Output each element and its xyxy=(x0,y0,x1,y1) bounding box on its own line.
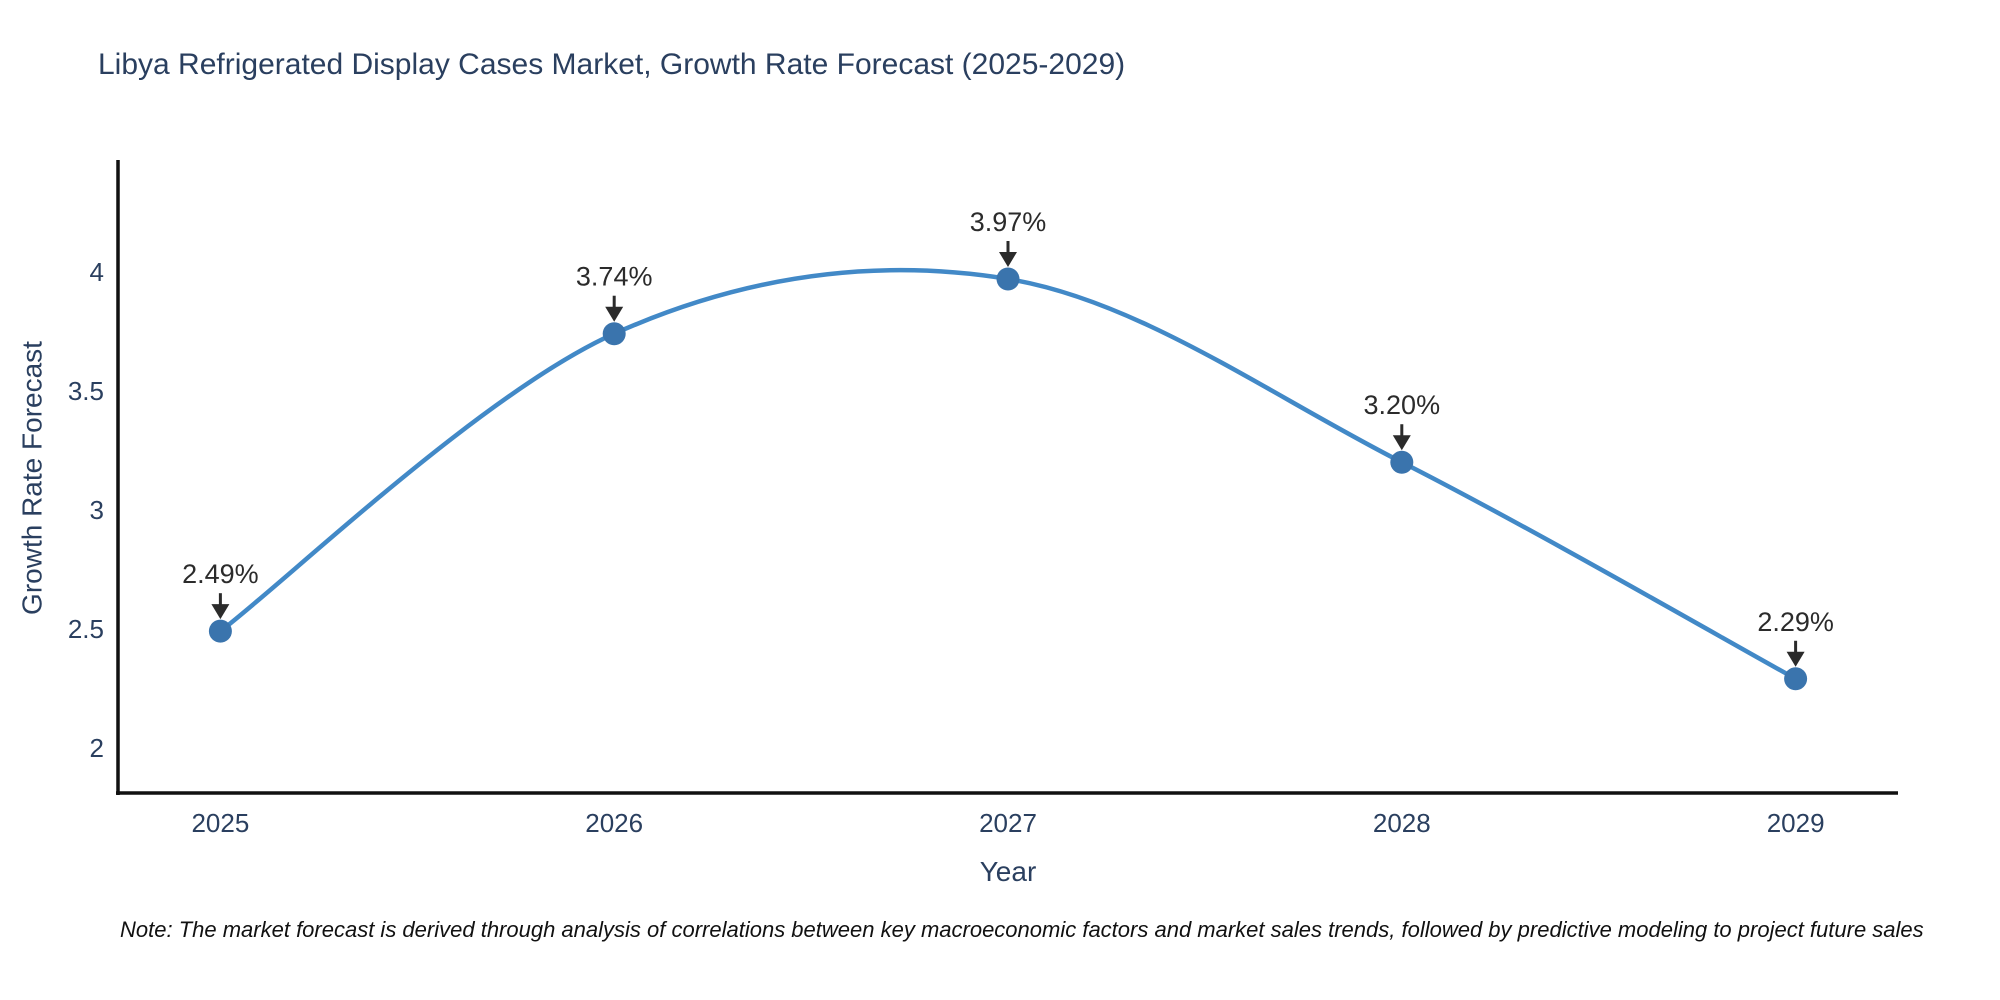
data-point-2026[interactable] xyxy=(602,322,626,346)
x-tick-label: 2025 xyxy=(191,808,249,838)
y-tick-label: 3 xyxy=(90,495,104,525)
data-point-2029[interactable] xyxy=(1784,667,1808,691)
annotation-arrow-head xyxy=(1786,651,1805,667)
annotation-label: 2.49% xyxy=(182,559,259,589)
x-tick-label: 2027 xyxy=(979,808,1037,838)
annotation-arrow-head xyxy=(1392,435,1411,451)
x-axis-label: Year xyxy=(979,856,1037,887)
annotation-label: 2.29% xyxy=(1757,607,1834,637)
forecast-line xyxy=(218,267,1798,682)
data-point-2025[interactable] xyxy=(208,619,232,643)
annotation-arrow-head xyxy=(605,306,624,322)
y-tick-label: 2.5 xyxy=(68,614,104,644)
chart-title: Libya Refrigerated Display Cases Market,… xyxy=(98,48,1126,81)
annotation-label: 3.97% xyxy=(970,207,1047,237)
x-tick-label: 2028 xyxy=(1373,808,1431,838)
x-tick-label: 2026 xyxy=(585,808,643,838)
footnote: Note: The market forecast is derived thr… xyxy=(120,917,1924,942)
data-point-2027[interactable] xyxy=(996,267,1020,291)
annotation-arrow-head xyxy=(999,251,1017,267)
y-tick-label: 4 xyxy=(90,257,104,287)
y-tick-label: 2 xyxy=(90,733,104,763)
annotation-label: 3.74% xyxy=(576,262,653,292)
annotation-label: 3.20% xyxy=(1364,390,1441,420)
x-tick-label: 2029 xyxy=(1767,808,1825,838)
annotation-arrow-head xyxy=(211,604,230,620)
data-point-2028[interactable] xyxy=(1390,450,1414,474)
y-tick-label: 3.5 xyxy=(68,376,104,406)
